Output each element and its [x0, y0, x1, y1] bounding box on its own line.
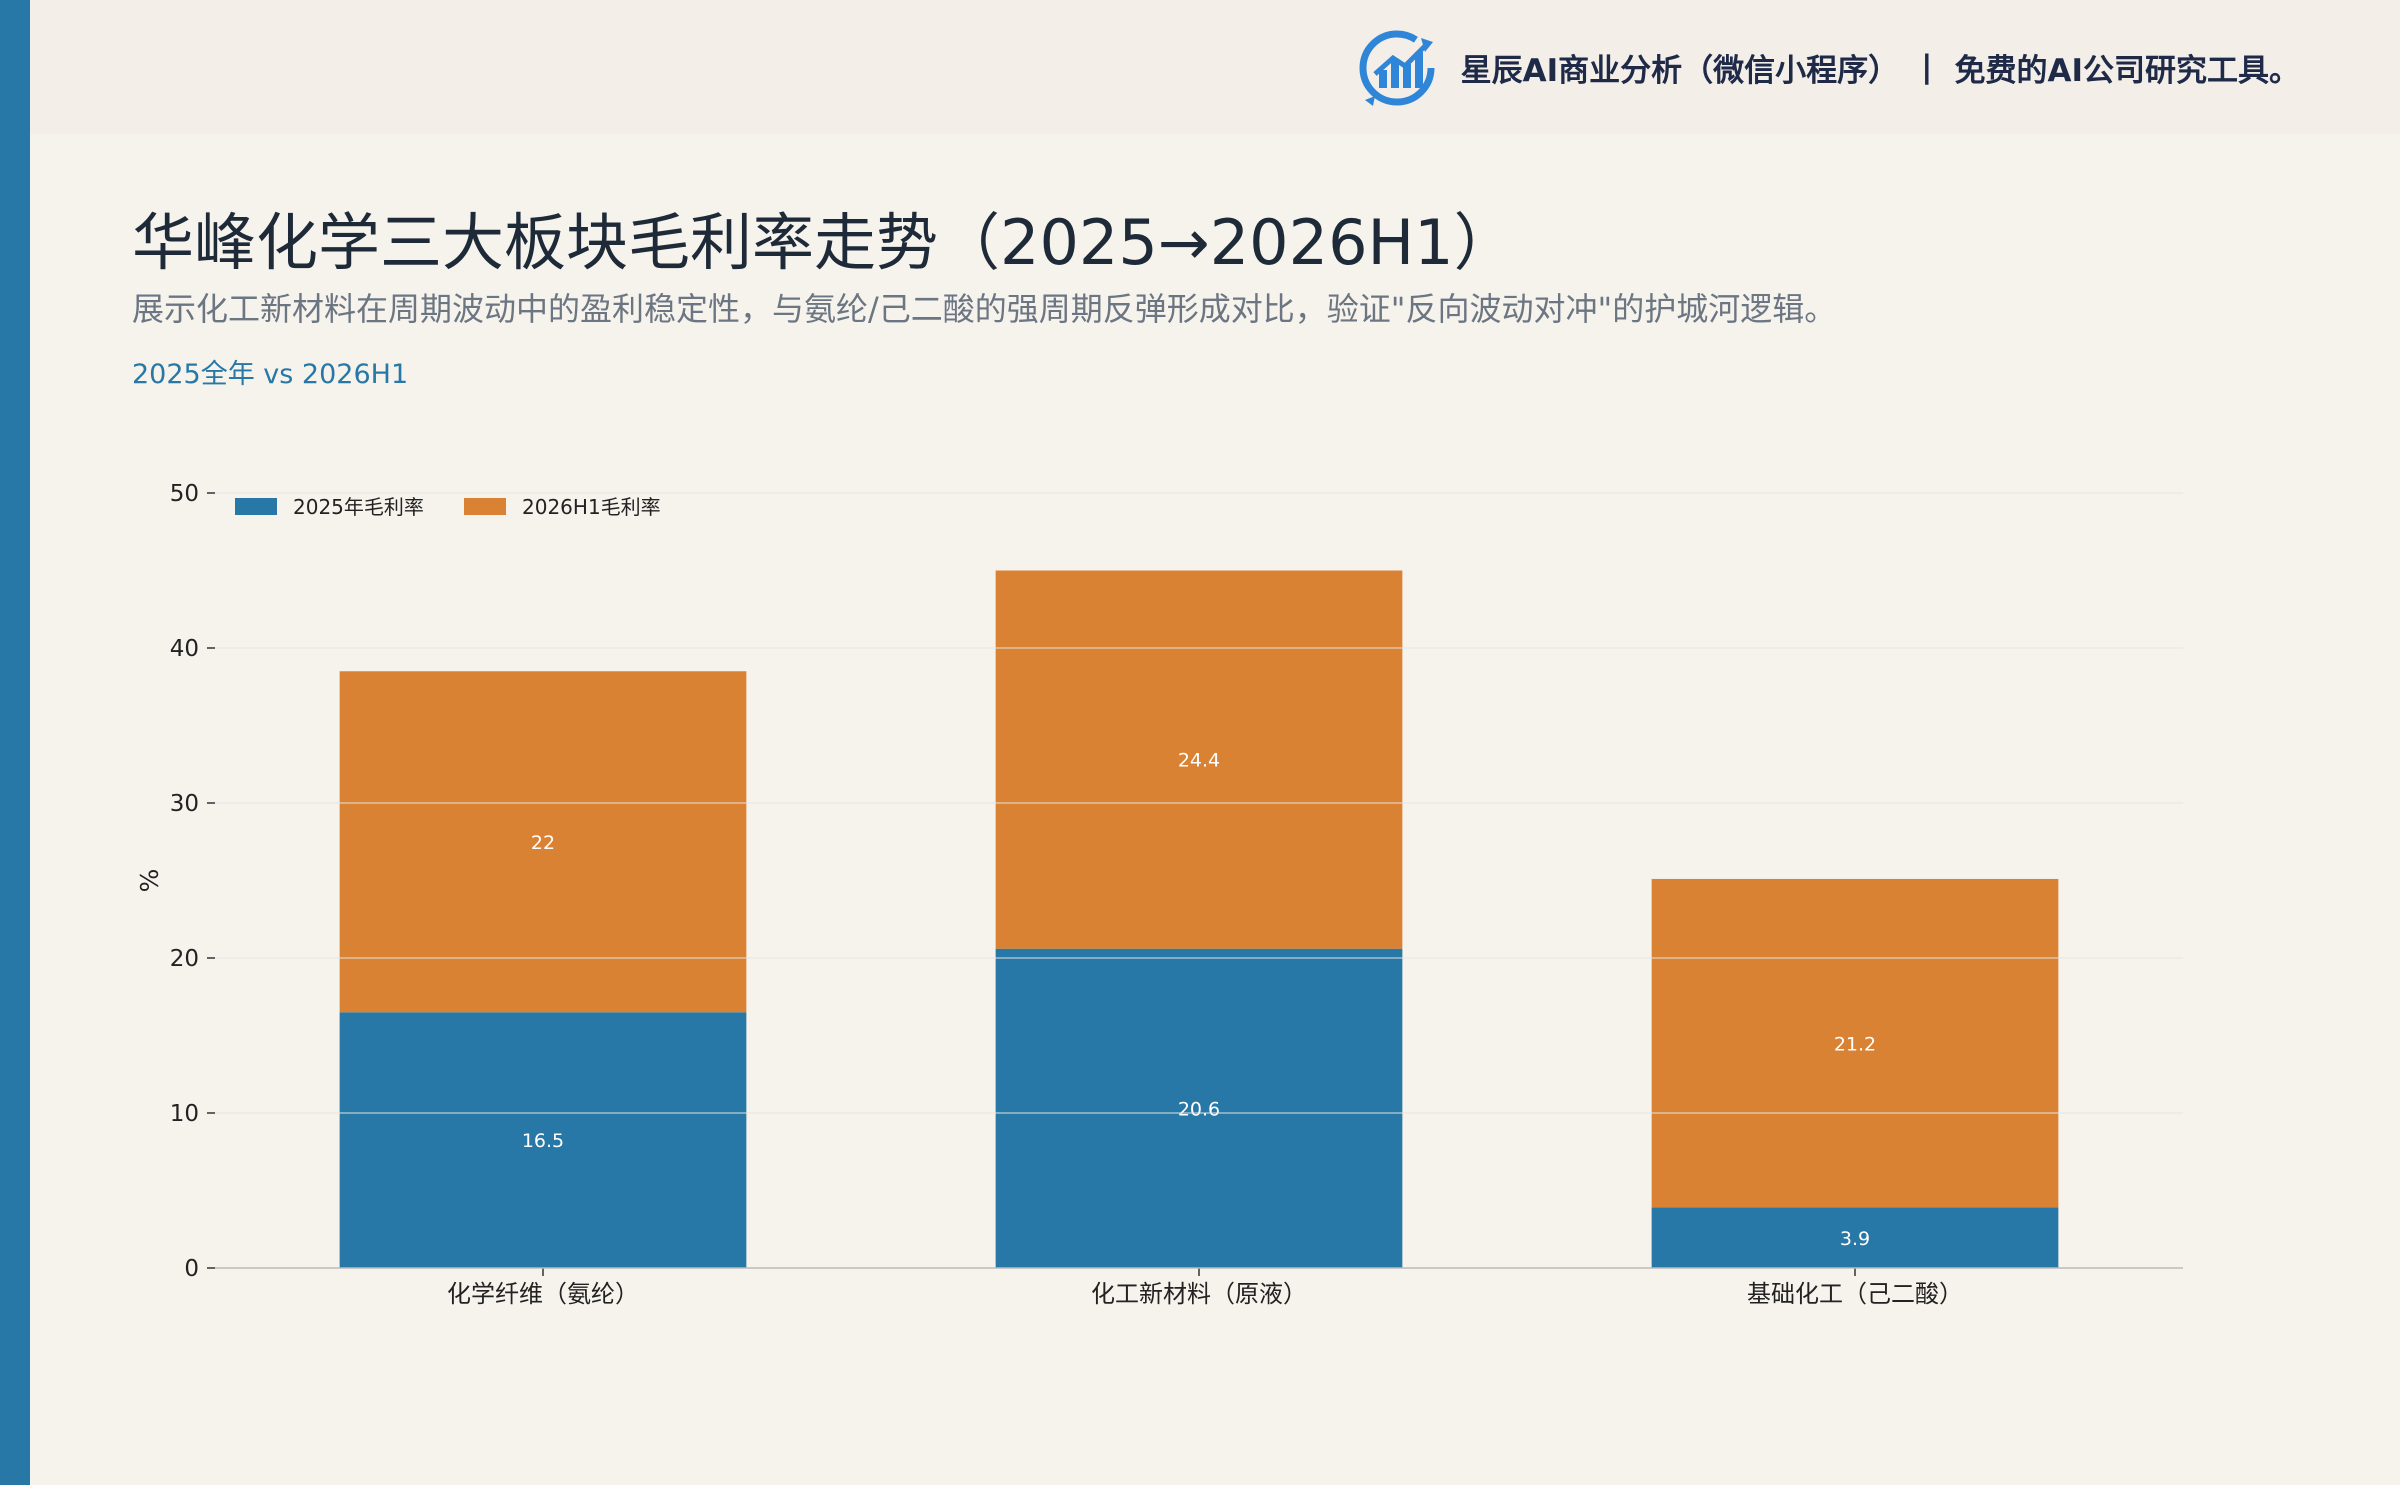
bar-segment [339, 1012, 747, 1268]
x-tick-label: 化学纤维（氨纶） [447, 1280, 639, 1308]
brand-bar: 星辰AI商业分析（微信小程序） | 免费的AI公司研究工具。 [1355, 22, 2300, 112]
brand-separator: | [1921, 49, 1933, 85]
x-tick-label: 基础化工（己二酸） [1747, 1280, 1963, 1308]
y-tick-label: 30 [170, 791, 199, 817]
data-label: 3.9 [1840, 1228, 1870, 1250]
bar-segment [1651, 878, 2059, 1208]
period-label: 2025全年 vs 2026H1 [132, 359, 409, 390]
bar-segment [995, 948, 1403, 1268]
y-tick-label: 0 [184, 1256, 199, 1282]
legend-swatch [235, 498, 277, 515]
y-axis-label: % [135, 869, 164, 893]
x-tick-label: 化工新材料（原液） [1091, 1280, 1307, 1308]
left-accent-bar [0, 0, 30, 1485]
data-label: 22 [531, 832, 555, 854]
data-label: 24.4 [1178, 750, 1220, 772]
bar-segment [1651, 1207, 2059, 1268]
y-tick-label: 10 [170, 1101, 199, 1127]
y-tick-label: 20 [170, 946, 199, 972]
page-subtitle: 展示化工新材料在周期波动中的盈利稳定性，与氨纶/己二酸的强周期反弹形成对比，验证… [132, 290, 1837, 328]
legend-label: 2026H1毛利率 [522, 495, 661, 519]
brand-name: 星辰AI商业分析（微信小程序） [1460, 52, 1900, 89]
top-banner [30, 0, 2400, 134]
legend-label: 2025年毛利率 [293, 495, 424, 519]
bar-segment [995, 570, 1403, 949]
y-tick-label: 50 [170, 481, 199, 507]
legend-swatch [464, 498, 506, 515]
brand-tagline: 免费的AI公司研究工具。 [1954, 52, 2300, 89]
data-label: 20.6 [1178, 1098, 1220, 1120]
bar-segment [339, 671, 747, 1013]
brand-logo-icon [1359, 30, 1435, 106]
y-tick-label: 40 [170, 636, 199, 662]
data-label: 16.5 [522, 1130, 564, 1152]
data-label: 21.2 [1834, 1033, 1876, 1055]
page-title: 华峰化学三大板块毛利率走势（2025→2026H1） [132, 206, 1516, 279]
